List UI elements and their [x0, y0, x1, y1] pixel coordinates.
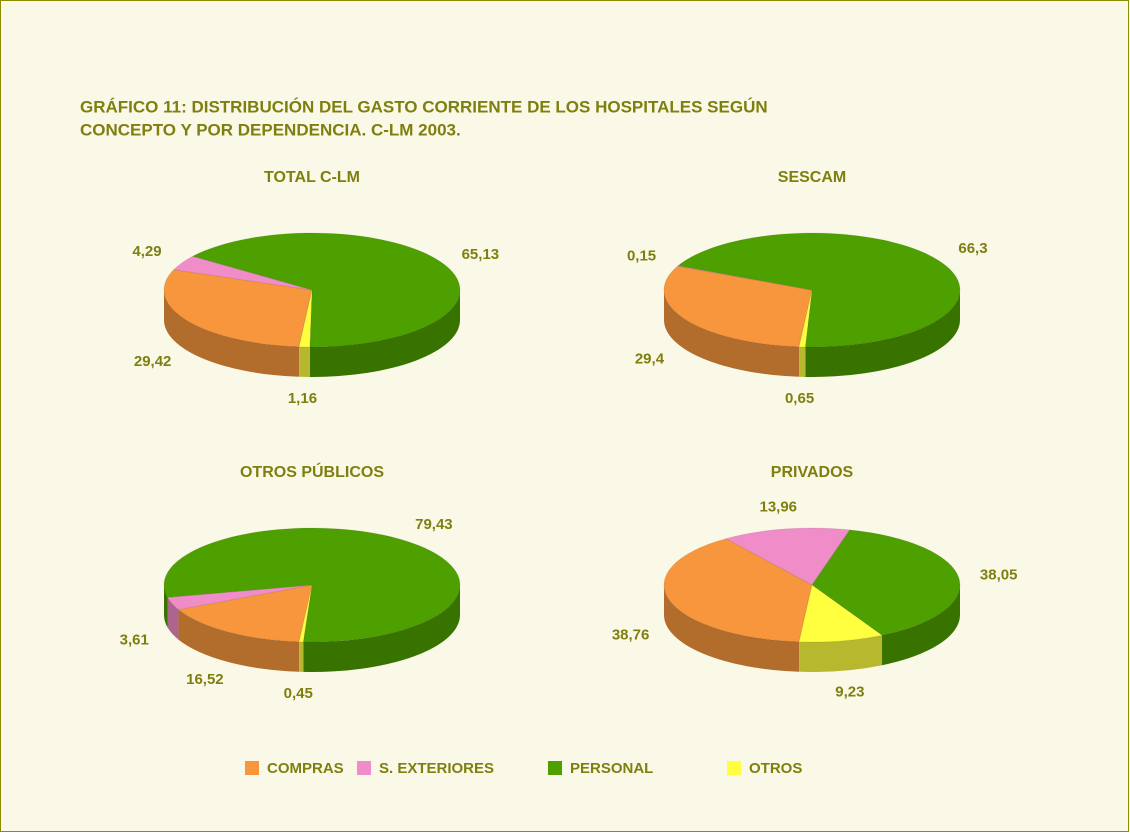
data-label: 65,13	[462, 246, 500, 263]
slice-side	[299, 346, 310, 377]
legend-label: S. EXTERIORES	[379, 760, 494, 777]
slice-side	[309, 290, 461, 378]
slice-side	[164, 585, 168, 628]
data-label: 38,76	[612, 627, 650, 644]
slice	[191, 232, 461, 348]
data-label: 3,61	[120, 632, 149, 649]
slice	[676, 265, 813, 291]
slice	[163, 527, 461, 643]
data-label: 0,65	[785, 390, 814, 407]
legend-swatch	[357, 761, 371, 775]
chart-title: CONCEPTO Y POR DEPENDENCIA. C-LM 2003.	[80, 120, 461, 139]
data-label: 38,05	[980, 567, 1018, 584]
pie-title: SESCAM	[778, 169, 846, 186]
slice-side	[164, 290, 300, 377]
data-label: 29,42	[134, 353, 172, 370]
data-label: 4,29	[132, 243, 161, 260]
pie-title: TOTAL C-LM	[264, 169, 360, 186]
slice	[798, 289, 813, 348]
slice	[663, 538, 813, 643]
slice	[798, 584, 884, 643]
data-label: 29,4	[635, 351, 665, 368]
data-label: 16,52	[186, 671, 224, 688]
slice	[166, 584, 313, 611]
legend-label: COMPRAS	[267, 760, 344, 777]
slice	[724, 527, 851, 586]
slice	[811, 529, 961, 636]
data-label: 1,16	[288, 390, 317, 407]
slice-side	[799, 346, 806, 377]
data-label: 9,23	[835, 683, 864, 700]
slice	[676, 232, 961, 348]
data-label: 79,43	[415, 516, 453, 533]
legend-swatch	[245, 761, 259, 775]
slice-side	[799, 635, 883, 672]
slice-side	[299, 641, 304, 672]
slice-side	[178, 609, 300, 672]
data-label: 13,96	[759, 498, 797, 515]
slice-side	[882, 585, 960, 666]
slice	[163, 269, 313, 348]
slice-side	[664, 290, 800, 377]
slice	[298, 584, 313, 643]
legend-label: OTROS	[749, 760, 802, 777]
slice-side	[303, 585, 460, 672]
legend-swatch	[548, 761, 562, 775]
data-label: 0,45	[284, 685, 313, 702]
pie-title: OTROS PÚBLICOS	[240, 462, 384, 481]
data-label: 0,15	[627, 248, 656, 265]
slice	[663, 265, 813, 348]
slice-side	[664, 585, 800, 672]
slice-side	[167, 597, 179, 640]
chart-title: GRÁFICO 11: DISTRIBUCIÓN DEL GASTO CORRI…	[80, 97, 768, 116]
slice	[172, 255, 313, 291]
slice	[177, 584, 313, 643]
pie-title: PRIVADOS	[771, 464, 854, 481]
slice	[298, 289, 313, 348]
legend-label: PERSONAL	[570, 760, 653, 777]
legend-swatch	[727, 761, 741, 775]
slice-side	[805, 290, 960, 377]
data-label: 66,3	[958, 240, 987, 257]
